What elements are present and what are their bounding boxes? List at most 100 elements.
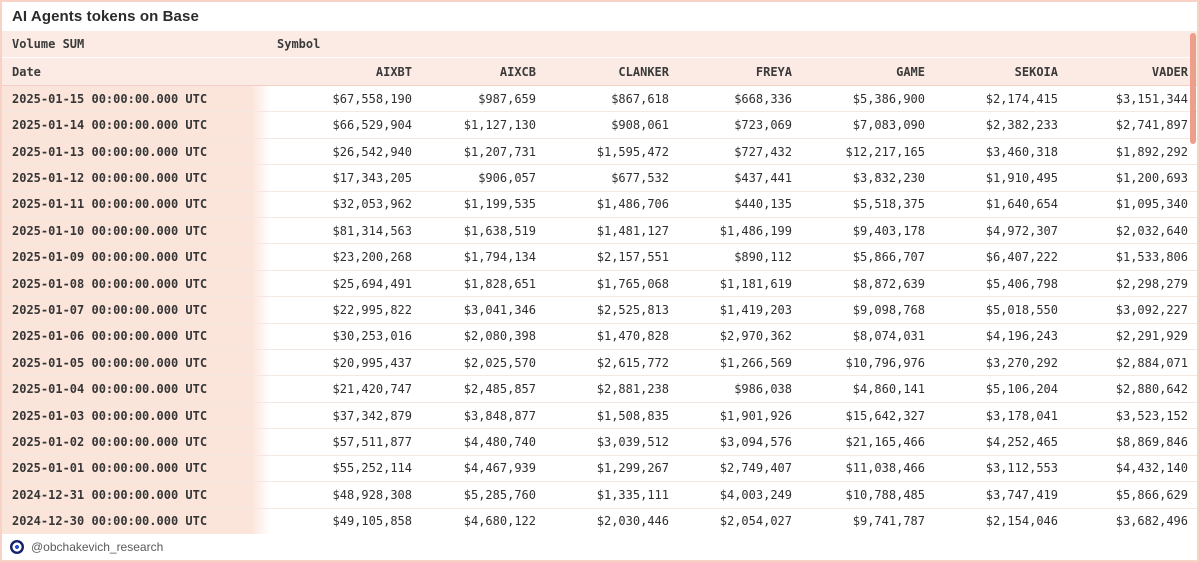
value-cell: $25,694,491 [332,277,412,290]
date-cell: 2025-01-02 00:00:00.000 UTC [2,429,270,455]
value-cell: $1,095,340 [1115,198,1188,211]
value-cell: $1,481,127 [596,224,669,237]
column-header-vader: VADER [1151,65,1188,78]
value-cell: $67,558,190 [332,92,412,105]
value-cell: $32,053,962 [332,198,412,211]
value-cell: $4,252,465 [985,435,1058,448]
page-title: AI Agents tokens on Base [12,8,199,25]
value-cell: $12,217,165 [845,145,925,158]
value-cell: $1,335,111 [596,488,669,501]
value-cell: $2,525,813 [596,303,669,316]
value-cell: $2,749,407 [719,462,792,475]
value-cell: $1,207,731 [463,145,536,158]
value-cell: $986,038 [734,383,792,396]
value-cell: $9,741,787 [852,515,925,528]
widget-title-bar: AI Agents tokens on Base [2,2,1197,31]
value-cell: $55,252,114 [332,462,412,475]
date-cell: 2025-01-11 00:00:00.000 UTC [2,191,270,218]
value-cell: $2,485,857 [463,383,536,396]
column-header-date: Date [12,65,41,78]
value-cell: $10,788,485 [845,488,925,501]
table-row: 2025-01-04 00:00:00.000 UTC $21,420,747 $2… [2,376,1197,403]
value-cell: $2,970,362 [719,330,792,343]
value-cell: $9,098,768 [852,303,925,316]
value-cell: $10,796,976 [845,356,925,369]
date-cell: 2024-12-30 00:00:00.000 UTC [2,508,270,534]
value-cell: $17,343,205 [332,171,412,184]
table-row: 2025-01-12 00:00:00.000 UTC $17,343,205 $9… [2,165,1197,192]
vertical-scrollbar-thumb[interactable] [1190,33,1196,144]
table-row: 2025-01-11 00:00:00.000 UTC $32,053,962 $1… [2,191,1197,219]
value-cell: $1,181,619 [719,277,792,290]
date-cell: 2024-12-31 00:00:00.000 UTC [2,482,270,508]
value-cell: $5,866,707 [852,251,925,264]
value-cell: $81,314,563 [332,224,412,237]
value-cell: $906,057 [478,171,536,184]
value-cell: $3,039,512 [596,435,669,448]
table-row: 2025-01-14 00:00:00.000 UTC $66,529,904 $1… [2,112,1197,139]
value-cell: $1,266,569 [719,356,792,369]
column-header-row: Date AIXBT AIXCB CLANKER FREYA GAME SEKOIA VADE… [2,58,1197,86]
value-cell: $1,901,926 [719,409,792,422]
value-cell: $5,106,204 [985,383,1058,396]
author-handle-link[interactable]: @obchakevich_research [31,540,164,554]
table-row: 2025-01-03 00:00:00.000 UTC $37,342,879 $3… [2,402,1197,430]
date-cell: 2025-01-01 00:00:00.000 UTC [2,455,270,482]
value-cell: $3,848,877 [463,409,536,422]
table-row: 2025-01-09 00:00:00.000 UTC $23,200,268 $1… [2,244,1197,271]
value-cell: $7,083,090 [852,119,925,132]
value-cell: $908,061 [611,119,669,132]
date-cell: 2025-01-03 00:00:00.000 UTC [2,402,270,429]
value-cell: $15,642,327 [845,409,925,422]
table-row: 2025-01-02 00:00:00.000 UTC $57,511,877 $4… [2,429,1197,456]
value-cell: $727,432 [734,145,792,158]
dune-logo-icon [10,540,24,554]
value-cell: $3,523,152 [1115,409,1188,422]
value-cell: $1,794,134 [463,251,536,264]
date-cell: 2025-01-07 00:00:00.000 UTC [2,297,270,323]
date-cell: 2025-01-06 00:00:00.000 UTC [2,323,270,350]
value-cell: $2,154,046 [985,515,1058,528]
value-cell: $3,270,292 [985,356,1058,369]
value-cell: $1,127,130 [463,119,536,132]
value-cell: $3,747,419 [985,488,1058,501]
date-cell: 2025-01-05 00:00:00.000 UTC [2,350,270,376]
table-row: 2025-01-15 00:00:00.000 UTC $67,558,190 $9… [2,86,1197,113]
value-cell: $1,470,828 [596,330,669,343]
value-cell: $6,407,222 [985,251,1058,264]
value-cell: $1,638,519 [463,224,536,237]
value-cell: $4,680,122 [463,515,536,528]
value-cell: $1,419,203 [719,303,792,316]
column-header-sekoia: SEKOIA [1014,65,1058,78]
value-cell: $437,441 [734,171,792,184]
column-header-freya: FREYA [755,65,792,78]
value-cell: $2,157,551 [596,251,669,264]
table-row: 2025-01-13 00:00:00.000 UTC $26,542,940 $1… [2,138,1197,166]
value-cell: $66,529,904 [332,119,412,132]
table-row: 2025-01-07 00:00:00.000 UTC $22,995,822 $3… [2,297,1197,324]
value-cell: $677,532 [611,171,669,184]
value-cell: $4,467,939 [463,462,536,475]
value-cell: $1,486,706 [596,198,669,211]
value-cell: $867,618 [611,92,669,105]
value-cell: $8,074,031 [852,330,925,343]
value-cell: $1,595,472 [596,145,669,158]
value-cell: $2,884,071 [1115,356,1188,369]
value-cell: $1,199,535 [463,198,536,211]
value-cell: $8,869,846 [1115,435,1188,448]
column-header-aixbt: AIXBT [375,65,412,78]
value-cell: $1,765,068 [596,277,669,290]
value-cell: $4,860,141 [852,383,925,396]
column-header-aixcb: AIXCB [499,65,536,78]
value-cell: $668,336 [734,92,792,105]
date-cell: 2025-01-12 00:00:00.000 UTC [2,165,270,191]
value-cell: $57,511,877 [332,435,412,448]
value-cell: $22,995,822 [332,303,412,316]
value-cell: $37,342,879 [332,409,412,422]
date-cell: 2025-01-15 00:00:00.000 UTC [2,86,270,112]
value-cell: $11,038,466 [845,462,925,475]
value-cell: $5,285,760 [463,488,536,501]
value-cell: $3,112,553 [985,462,1058,475]
value-cell: $2,382,233 [985,119,1058,132]
